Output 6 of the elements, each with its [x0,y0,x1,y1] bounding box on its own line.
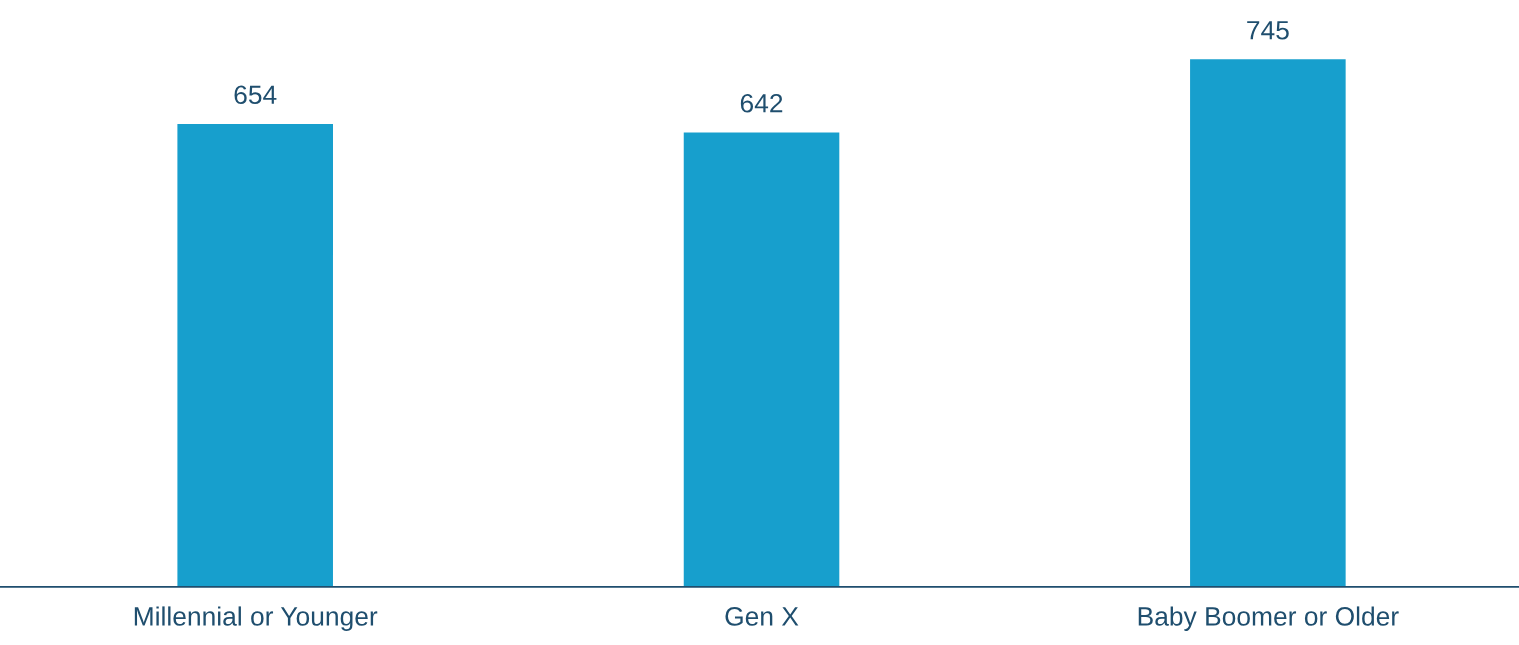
x-tick-label: Millennial or Younger [134,606,378,631]
x-tick-label: Gen X [725,607,799,626]
data-label: 654 [234,85,277,105]
data-label: 745 [1247,21,1289,40]
data-label: 642 [740,93,783,113]
x-tick-label: Baby Boomer or Older [1138,606,1399,631]
